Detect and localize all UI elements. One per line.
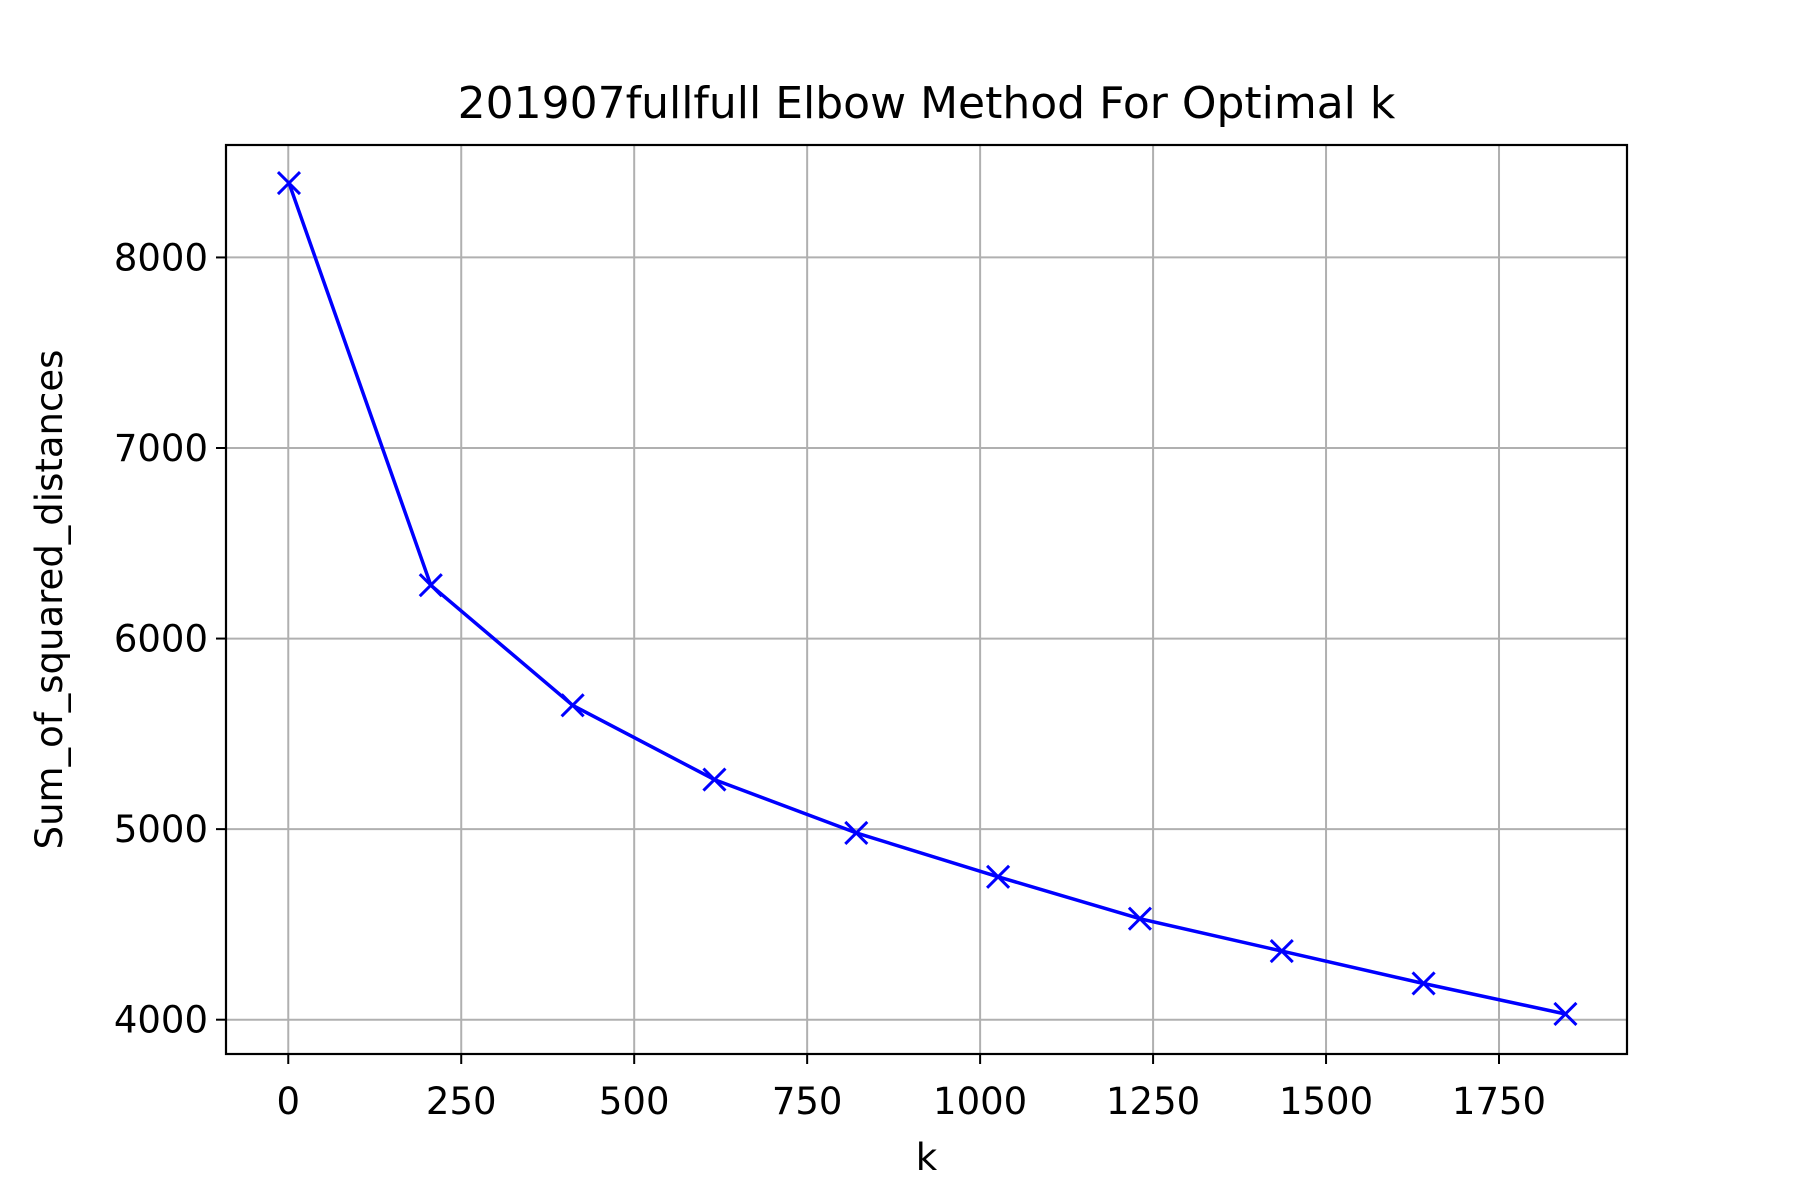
y-tick-label: 7000 — [114, 427, 208, 470]
data-point-marker — [276, 171, 302, 196]
data-point-marker — [418, 573, 443, 598]
y-axis-label: Sum_of_squared_distances — [28, 350, 71, 850]
x-tick-label: 1750 — [1452, 1080, 1546, 1123]
grid-lines — [226, 145, 1627, 1054]
data-point-marker — [1127, 906, 1152, 931]
x-axis-label: k — [916, 1136, 938, 1179]
chart-title: 201907fullfull Elbow Method For Optimal … — [458, 78, 1396, 129]
data-point-marker — [844, 820, 869, 846]
y-tick-label: 4000 — [114, 999, 208, 1042]
x-tick-label: 250 — [426, 1080, 497, 1123]
data-point-marker — [986, 864, 1011, 889]
data-point-marker — [1269, 939, 1294, 964]
data-point-marker — [702, 767, 727, 792]
x-tick-label: 1000 — [933, 1080, 1027, 1123]
x-tick-label: 1250 — [1106, 1080, 1200, 1123]
tick-layer: 0 250 500 750 1000 1250 1500 1750 4000 5000 6000 70… — [114, 236, 1546, 1123]
axes-frame — [224, 143, 1629, 1056]
x-tick-label: 1500 — [1279, 1080, 1373, 1123]
x-tick-label: 0 — [276, 1080, 300, 1123]
series-line — [287, 182, 1566, 1016]
y-tick-label: 5000 — [114, 808, 208, 851]
data-point-marker — [560, 693, 585, 718]
x-tick-label: 500 — [599, 1080, 670, 1123]
y-tick-label: 8000 — [114, 236, 208, 279]
y-tick-label: 6000 — [114, 618, 208, 661]
series-layer — [276, 171, 1578, 1027]
data-point-marker — [1553, 1001, 1578, 1027]
data-point-marker — [1411, 971, 1436, 996]
x-tick-label: 750 — [772, 1080, 843, 1123]
